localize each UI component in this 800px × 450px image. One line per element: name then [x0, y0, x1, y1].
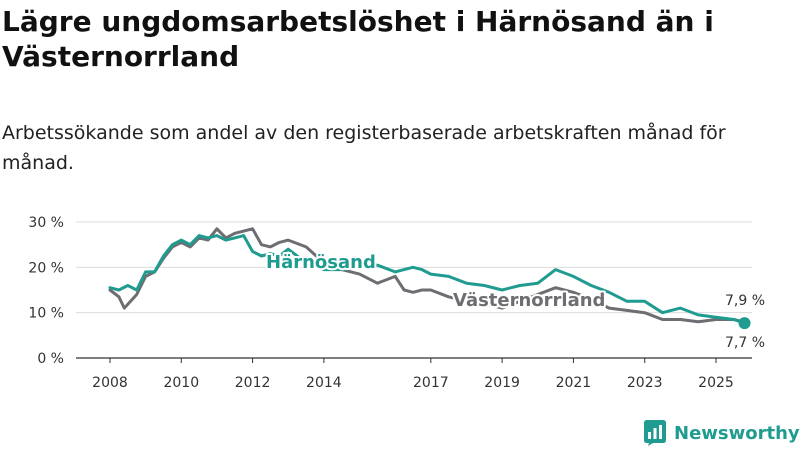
x-tick-label: 2019 — [484, 375, 520, 391]
harnosand-end-marker — [738, 317, 751, 330]
vasternorrland-end-label: 7,9 % — [725, 293, 765, 309]
x-tick-label: 2023 — [627, 375, 663, 391]
series-line-harnosand — [108, 234, 746, 325]
bar-chart-logo-icon — [644, 420, 666, 446]
y-tick-label: 0 % — [37, 351, 64, 367]
chart-title: Lägre ungdomsarbetslöshet i Härnösand än… — [2, 5, 714, 73]
y-tick-label: 30 % — [28, 215, 64, 231]
y-tick-label: 10 % — [28, 306, 64, 322]
chart-subtitle: Arbetssökande som andel av den registerb… — [2, 122, 726, 174]
x-tick-label: 2021 — [556, 375, 592, 391]
harnosand-series-label: Härnösand — [266, 252, 376, 273]
x-tick-label: 2014 — [306, 375, 342, 391]
y-tick-label: 20 % — [28, 260, 64, 276]
line-chart: 0 % 10 % 20 % 30 % 2008 2010 2012 2014 2017 2019 2… — [28, 215, 765, 391]
brand-name: Newsworthy — [674, 422, 800, 444]
brand-logo: Newsworthy — [644, 418, 800, 448]
x-tick-label: 2017 — [413, 375, 449, 391]
x-tick-label: 2010 — [163, 375, 199, 391]
vasternorrland-series-label: Västernorrland — [453, 290, 605, 311]
x-tick-label: 2008 — [92, 375, 128, 391]
series-line-vasternorrland — [108, 227, 746, 324]
x-tick-label: 2012 — [235, 375, 271, 391]
harnosand-end-label: 7,7 % — [725, 335, 765, 351]
x-tick-label: 2025 — [698, 375, 734, 391]
